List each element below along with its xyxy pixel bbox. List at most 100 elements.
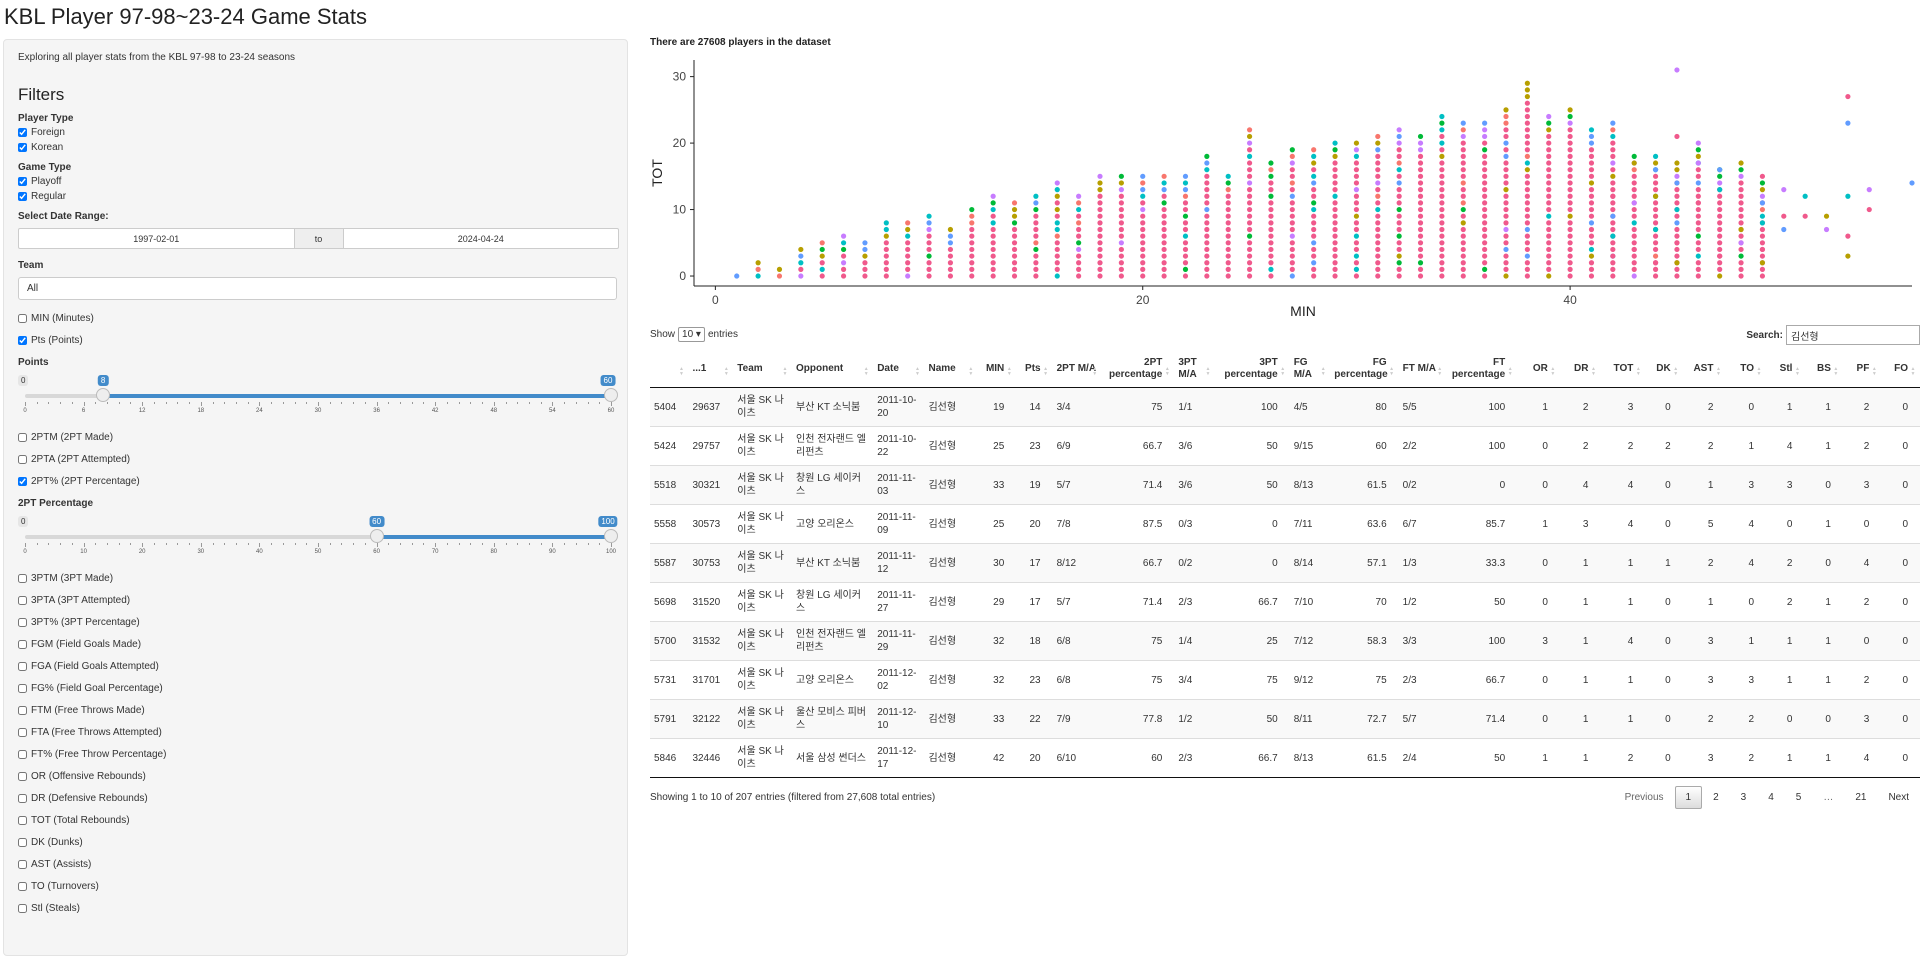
stat-filter-checkbox[interactable] <box>18 640 27 649</box>
player-type-foreign[interactable]: Foreign <box>18 127 613 138</box>
stat-filter-3ptm[interactable]: 3PTM (3PT Made) <box>18 573 613 584</box>
table-row[interactable]: 5424 29757 서울 SK 나이츠 인천 전자랜드 엘리펀츠 2011-10-22… <box>650 426 1920 466</box>
game-type-checkbox[interactable] <box>18 177 27 186</box>
column-header-2pt-m-a[interactable]: 2PT M/A <box>1052 350 1102 388</box>
stat-filter-fga[interactable]: FGA (Field Goals Attempted) <box>18 661 613 672</box>
date-end-input[interactable]: 2024-04-24 <box>457 233 504 244</box>
game-type-regular[interactable]: Regular <box>18 191 613 202</box>
column-header-pts[interactable]: Pts <box>1016 350 1053 388</box>
slider-high-handle[interactable] <box>604 388 618 402</box>
column-header-or[interactable]: OR <box>1517 350 1560 388</box>
stat-filter-checkbox[interactable] <box>18 662 27 671</box>
stat-filter-3pt[interactable]: 3PT% (3PT Percentage) <box>18 617 613 628</box>
date-start-input[interactable]: 1997-02-01 <box>133 233 180 244</box>
stat-filter-or[interactable]: OR (Offensive Rebounds) <box>18 771 613 782</box>
stat-filter-to[interactable]: TO (Turnovers) <box>18 881 613 892</box>
stat-filter-checkbox[interactable] <box>18 596 27 605</box>
stat-filter-checkbox[interactable] <box>18 618 27 627</box>
slider-low-handle[interactable] <box>369 529 384 543</box>
stat-filter-checkbox[interactable] <box>18 816 27 825</box>
stat-filter-checkbox[interactable] <box>18 433 27 442</box>
column-header-opponent[interactable]: Opponent <box>792 350 874 388</box>
stat-filter-checkbox[interactable] <box>18 477 27 486</box>
stat-filter-dr[interactable]: DR (Defensive Rebounds) <box>18 793 613 804</box>
next-page-button[interactable]: Next <box>1888 792 1909 803</box>
stat-filter-stl[interactable]: Stl (Steals) <box>18 903 613 914</box>
stat-filter-checkbox[interactable] <box>18 314 27 323</box>
table-row[interactable]: 5518 30321 서울 SK 나이츠 창원 LG 세이커스 2011-11-03 김선… <box>650 465 1920 505</box>
stat-filter-checkbox[interactable] <box>18 684 27 693</box>
game-type-checkbox[interactable] <box>18 192 27 201</box>
stat-filter-2pta[interactable]: 2PTA (2PT Attempted) <box>18 454 613 465</box>
table-row[interactable]: 5404 29637 서울 SK 나이츠 부산 KT 소닉붐 2011-10-20 김선형… <box>650 387 1920 427</box>
page-button-2[interactable]: 2 <box>1713 792 1719 803</box>
page-button-5[interactable]: 5 <box>1795 792 1802 803</box>
column-header-date[interactable]: Date <box>873 350 925 388</box>
stat-filter-fgm[interactable]: FGM (Field Goals Made) <box>18 639 613 650</box>
column-header-2pt-percentage[interactable]: 2PT percentage <box>1101 350 1175 388</box>
stat-filter-checkbox[interactable] <box>18 728 27 737</box>
column-header-fg-percentage[interactable]: FG percentage <box>1330 350 1399 388</box>
stat-filter-3pta[interactable]: 3PTA (3PT Attempted) <box>18 595 613 606</box>
column-header-team[interactable]: Team <box>733 350 793 388</box>
stat-filter-checkbox[interactable] <box>18 904 27 913</box>
column-header-3pt-percentage[interactable]: 3PT percentage <box>1214 350 1290 388</box>
stat-filter-checkbox[interactable] <box>18 772 27 781</box>
stat-filter-fta[interactable]: FTA (Free Throws Attempted) <box>18 727 613 738</box>
column-header-ast[interactable]: AST <box>1682 350 1726 388</box>
stat-filter-min[interactable]: MIN (Minutes) <box>18 313 613 324</box>
column-header-pf[interactable]: PF <box>1842 350 1882 388</box>
team-select[interactable]: All <box>18 277 617 300</box>
player-type-checkbox[interactable] <box>18 143 27 152</box>
column-header-dr[interactable]: DR <box>1559 350 1601 388</box>
column-header-fg-m-a[interactable]: FG M/A <box>1289 350 1331 388</box>
column-header-ft-m-a[interactable]: FT M/A <box>1398 350 1447 388</box>
column-header-3pt-m-a[interactable]: 3PT M/A <box>1174 350 1215 388</box>
page-button-21[interactable]: 21 <box>1855 792 1867 803</box>
stat-filter-dk[interactable]: DK (Dunks) <box>18 837 613 848</box>
stat-filter-checkbox[interactable] <box>18 750 27 759</box>
stat-filter-ftm[interactable]: FTM (Free Throws Made) <box>18 705 613 716</box>
stat-filter-2ptm[interactable]: 2PTM (2PT Made) <box>18 432 613 443</box>
stat-filter-checkbox[interactable] <box>18 574 27 583</box>
stat-filter-2pt[interactable]: 2PT% (2PT Percentage) <box>18 476 613 487</box>
page-button-3[interactable]: 3 <box>1740 792 1747 803</box>
column-header-ft-percentage[interactable]: FT percentage <box>1446 350 1518 388</box>
game-type-playoff[interactable]: Playoff <box>18 176 613 187</box>
stat-filter-checkbox[interactable] <box>18 455 27 464</box>
stat-filter-checkbox[interactable] <box>18 882 27 891</box>
stat-filter-checkbox[interactable] <box>18 336 27 345</box>
stat-filter-tot[interactable]: TOT (Total Rebounds) <box>18 815 613 826</box>
2pt-percentage-range-slider[interactable]: 0 60 100 0 10 20 30 40 50 60 70 80 90 100 <box>18 516 618 565</box>
player-type-korean[interactable]: Korean <box>18 142 613 153</box>
length-select[interactable]: 10 ▾ <box>678 327 705 342</box>
stat-filter-fg[interactable]: FG% (Field Goal Percentage) <box>18 683 613 694</box>
table-row[interactable]: 5698 31520 서울 SK 나이츠 창원 LG 세이커스 2011-11-27 김선… <box>650 582 1920 622</box>
column-header-fo[interactable]: FO <box>1881 350 1920 388</box>
column-header-name[interactable]: Name <box>924 350 978 388</box>
column-header-min[interactable]: MIN <box>977 350 1017 388</box>
table-row[interactable]: 5731 31701 서울 SK 나이츠 고양 오리온스 2011-12-02 김선형 32… <box>650 660 1920 700</box>
stat-filter-checkbox[interactable] <box>18 860 27 869</box>
slider-low-handle[interactable] <box>96 388 111 402</box>
table-row[interactable]: 5700 31532 서울 SK 나이츠 인천 전자랜드 엘리펀츠 2011-11-29… <box>650 621 1920 661</box>
column-header-stl[interactable]: Stl <box>1766 350 1805 388</box>
stat-filter-checkbox[interactable] <box>18 794 27 803</box>
stat-filter-pts[interactable]: Pts (Points) <box>18 335 613 346</box>
previous-page-button[interactable]: Previous <box>1624 792 1664 803</box>
column-header-dk[interactable]: DK <box>1645 350 1683 388</box>
stat-filter-ft[interactable]: FT% (Free Throw Percentage) <box>18 749 613 760</box>
column-header-to[interactable]: TO <box>1725 350 1767 388</box>
stat-filter-checkbox[interactable] <box>18 706 27 715</box>
stat-filter-ast[interactable]: AST (Assists) <box>18 859 613 870</box>
player-type-checkbox[interactable] <box>18 128 27 137</box>
table-row[interactable]: 5587 30753 서울 SK 나이츠 부산 KT 소닉붐 2011-11-12 김선형… <box>650 543 1920 583</box>
table-row[interactable]: 5558 30573 서울 SK 나이츠 고양 오리온스 2011-11-09 김선형 25… <box>650 504 1920 544</box>
column-header-bs[interactable]: BS <box>1804 350 1843 388</box>
page-button-4[interactable]: 4 <box>1768 792 1774 803</box>
table-row[interactable]: 5791 32122 서울 SK 나이츠 울산 모비스 피버스 2011-12-10 김선… <box>650 699 1920 739</box>
slider-high-handle[interactable] <box>604 529 618 543</box>
page-button-1[interactable]: 1 <box>1674 786 1703 809</box>
table-row[interactable]: 5846 32446 서울 SK 나이츠 서울 삼성 썬더스 2011-12-17 김선형… <box>650 738 1920 778</box>
column-header-tot[interactable]: TOT <box>1600 350 1646 388</box>
